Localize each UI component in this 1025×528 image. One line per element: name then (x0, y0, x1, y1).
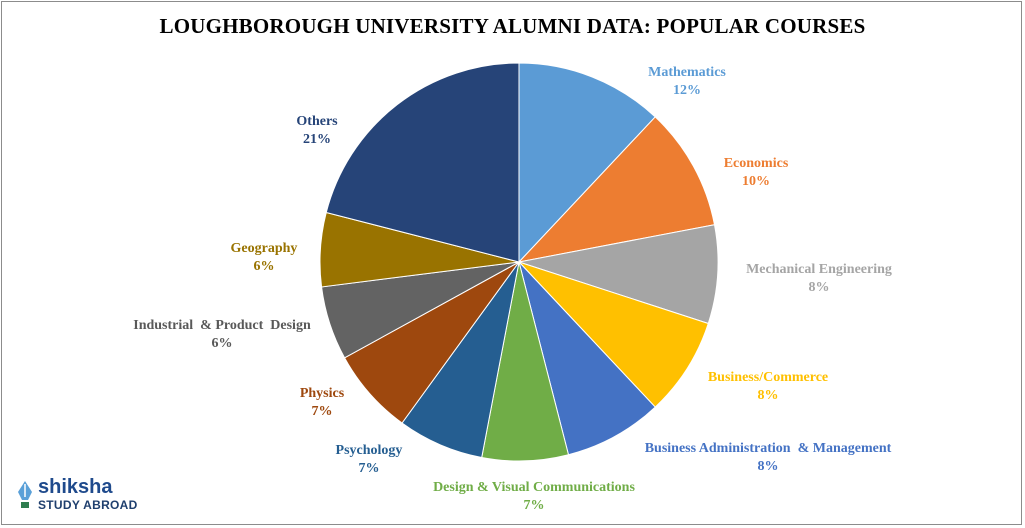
pie-slice-economics (517, 116, 716, 263)
slice-label-others: Others (296, 114, 338, 129)
slice-percent-others: 21% (303, 132, 331, 147)
logo-subtitle: STUDY ABROAD (38, 498, 138, 512)
slice-label-geography: Geography (231, 241, 298, 256)
slice-percent-mechanical-engineering: 8% (809, 280, 830, 295)
chart-title: LOUGHBOROUGH UNIVERSITY ALUMNI DATA: POP… (159, 14, 866, 38)
slice-percent-mathematics: 12% (673, 83, 701, 98)
slice-label-design-visual-communications: Design & Visual Communications (433, 480, 635, 495)
shiksha-logo: shiksha STUDY ABROAD (16, 476, 156, 516)
slice-percent-design-visual-communications: 7% (524, 498, 545, 513)
pie-slice-business-commerce (518, 261, 709, 408)
slice-percent-physics: 7% (312, 404, 333, 419)
slice-label-business-administration-management: Business Administration & Management (645, 441, 892, 456)
logo-name: shiksha (38, 476, 113, 498)
pie-slice-mathematics (518, 62, 656, 264)
slice-percent-business-commerce: 8% (758, 388, 779, 403)
slice-label-psychology: Psychology (336, 443, 403, 458)
pie-slice-business-administration-management (518, 261, 656, 456)
slice-percent-economics: 10% (742, 174, 770, 189)
slice-label-business-commerce: Business/Commerce (708, 370, 828, 385)
slice-label-physics: Physics (300, 386, 345, 401)
slice-percent-business-administration-management: 8% (758, 459, 779, 474)
slice-label-mechanical-engineering: Mechanical Engineering (746, 262, 892, 277)
slice-label-economics: Economics (724, 156, 789, 171)
slice-percent-industrial-product-design: 6% (212, 336, 233, 351)
slice-label-mathematics: Mathematics (648, 65, 726, 80)
slice-percent-geography: 6% (254, 259, 275, 274)
pen-nib-icon (18, 481, 32, 508)
slice-label-industrial-product-design: Industrial & Product Design (133, 318, 311, 333)
pie-slice-others (325, 62, 520, 263)
pie-slice-mechanical-engineering (518, 224, 719, 325)
slice-percent-psychology: 7% (359, 461, 380, 476)
